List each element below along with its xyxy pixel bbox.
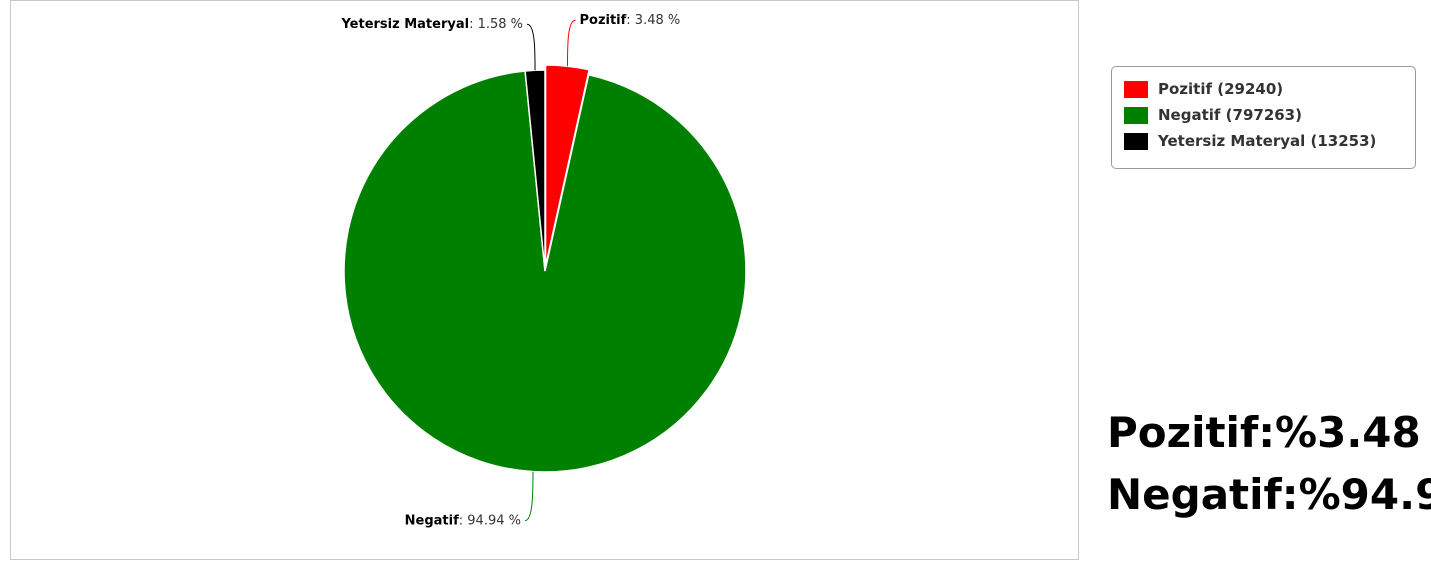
legend-label-negatif: Negatif (797263) <box>1158 106 1302 124</box>
legend-label-yetersiz-materyal: Yetersiz Materyal (13253) <box>1158 132 1377 150</box>
chart-legend: Pozitif (29240) Negatif (797263) Yetersi… <box>1111 66 1416 169</box>
legend-swatch-yetersiz-materyal <box>1124 132 1148 150</box>
label-connector-yetersiz-materyal <box>526 23 536 71</box>
legend-item-yetersiz-materyal[interactable]: Yetersiz Materyal (13253) <box>1124 128 1415 154</box>
legend-swatch-negatif <box>1124 106 1148 124</box>
legend-item-negatif[interactable]: Negatif (797263) <box>1124 102 1415 128</box>
legend-label-pozitif: Pozitif (29240) <box>1158 80 1284 98</box>
summary-negatif: Negatif:%94.94 <box>1107 470 1431 519</box>
summary-pozitif: Pozitif:%3.48 <box>1107 408 1421 457</box>
legend-item-pozitif[interactable]: Pozitif (29240) <box>1124 76 1415 102</box>
pie-slice-pozitif[interactable] <box>544 64 591 267</box>
pie-chart: Pozitif: 3.48 % Negatif: 94.94 % Yetersiz … <box>340 13 747 529</box>
slice-label-yetersiz-materyal: Yetersiz Materyal: 1.58 % <box>340 17 523 32</box>
slice-label-pozitif: Pozitif: 3.48 % <box>579 13 680 28</box>
chart-panel: Pozitif: 3.48 % Negatif: 94.94 % Yetersiz … <box>10 0 1079 560</box>
legend-swatch-pozitif <box>1124 80 1148 98</box>
label-connector-negatif <box>524 471 534 522</box>
summary-text: Pozitif:%3.48 Negatif:%94.94 <box>1107 402 1431 526</box>
label-connector-pozitif <box>566 19 576 67</box>
slice-label-negatif: Negatif: 94.94 % <box>405 514 521 529</box>
